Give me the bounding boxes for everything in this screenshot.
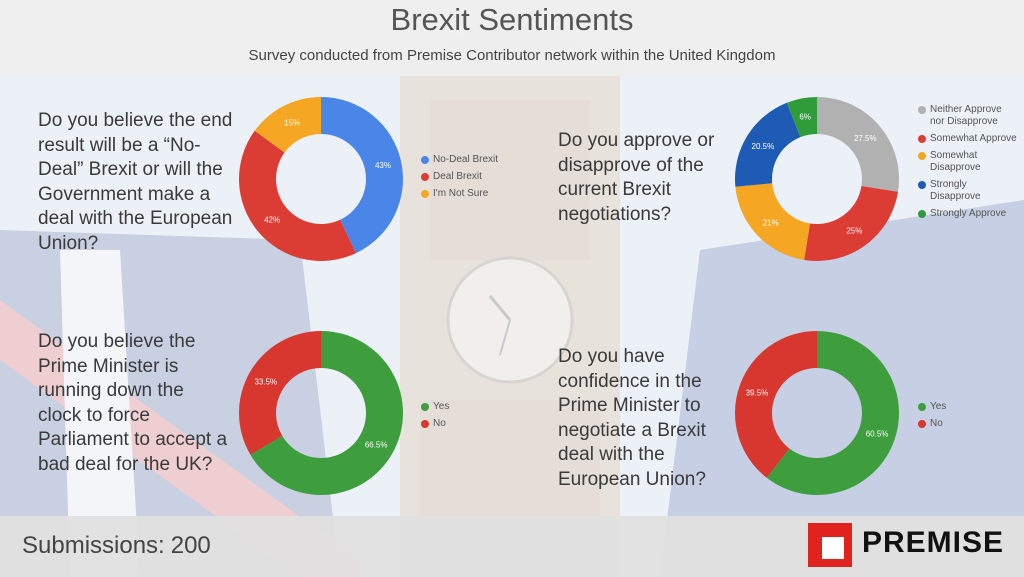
legend-item: Strongly Disapprove [918, 179, 1018, 203]
legend-item: Somewhat Disapprove [918, 150, 1018, 174]
legend-swatch [421, 190, 429, 198]
legend-1: No-Deal Brexit Deal Brexit I'm Not Sure [421, 154, 521, 205]
legend-item: I'm Not Sure [421, 188, 521, 200]
donut-chart-2: 27.5% 25% 21% 20.5% 6% [734, 96, 900, 267]
slice-data-label: 42% [264, 215, 280, 224]
donut-slice-no [239, 331, 321, 455]
donut-slice-yes [766, 331, 899, 495]
legend-label: No [930, 418, 943, 429]
donut-chart-1: 43% 42% 15% [238, 96, 404, 267]
legend-item: No-Deal Brexit [421, 154, 521, 166]
legend-label: I'm Not Sure [433, 188, 489, 199]
legend-label: Neither Approve nor Disapprove [930, 104, 1002, 127]
legend-item: Strongly Approve [918, 208, 1018, 220]
page-subtitle: Survey conducted from Premise Contributo… [248, 47, 776, 64]
question-1: Do you believe the end result will be a … [38, 110, 233, 254]
footer-bar: Submissions: 200 [0, 516, 1024, 577]
legend-swatch [421, 173, 429, 181]
slice-data-label: 27.5% [854, 134, 877, 143]
donut-slice-no-deal-brexit [321, 97, 403, 254]
legend-label: No-Deal Brexit [433, 154, 499, 165]
legend-swatch [918, 181, 926, 189]
donut-slice-no [735, 331, 817, 478]
donut-slice-strongly-disapprove [735, 102, 801, 187]
page-title: Brexit Sentiments [390, 2, 634, 37]
legend-label: No [433, 418, 446, 429]
legend-swatch [918, 420, 926, 428]
legend-item: Yes [421, 401, 521, 413]
submissions-count: Submissions: 200 [22, 532, 211, 560]
legend-swatch [918, 210, 926, 218]
legend-item: Somewhat Approve [918, 133, 1018, 145]
slice-data-label: 15% [284, 118, 300, 127]
legend-label: Somewhat Approve [930, 133, 1017, 144]
slice-data-label: 39.5% [746, 388, 769, 397]
slice-data-label: 25% [846, 226, 862, 235]
slice-data-label: 21% [763, 218, 779, 227]
legend-swatch [918, 135, 926, 143]
legend-item: Neither Approve nor Disapprove [918, 104, 1018, 128]
legend-2: Neither Approve nor Disapprove Somewhat A… [918, 104, 1018, 225]
question-4: Do you have confidence in the Prime Mini… [558, 346, 706, 490]
donut-slice-neither-approve-nor-disapprove [817, 97, 899, 192]
legend-swatch [421, 403, 429, 411]
donut-slice-somewhat-approve [804, 186, 898, 261]
donut-chart-3: 66.5% 33.5% [238, 330, 404, 501]
legend-swatch [918, 403, 926, 411]
legend-4: Yes No [918, 401, 1018, 435]
premise-logo-icon [808, 523, 852, 567]
slice-data-label: 60.5% [866, 430, 889, 439]
legend-swatch [918, 106, 926, 114]
question-2: Do you approve or disapprove of the curr… [558, 130, 715, 225]
submissions-value: 200 [170, 532, 211, 559]
slice-data-label: 43% [375, 161, 391, 170]
legend-label: Yes [930, 401, 947, 412]
question-3: Do you believe the Prime Minister is run… [38, 331, 228, 475]
donut-slice-somewhat-disapprove [735, 183, 810, 260]
donut-slice-yes [250, 331, 403, 495]
legend-item: No [421, 418, 521, 430]
legend-label: Deal Brexit [433, 171, 482, 182]
header-bar: Brexit Sentiments Survey conducted from … [0, 0, 1024, 76]
slice-data-label: 6% [799, 113, 811, 122]
legend-label: Somewhat Disapprove [930, 150, 981, 173]
legend-label: Strongly Disapprove [930, 179, 981, 202]
slice-data-label: 66.5% [365, 440, 388, 449]
legend-item: Deal Brexit [421, 171, 521, 183]
legend-swatch [421, 420, 429, 428]
legend-label: Strongly Approve [930, 208, 1007, 219]
donut-slice-strongly-approve [786, 97, 817, 138]
donut-slice-deal-brexit [239, 130, 356, 261]
legend-swatch [918, 152, 926, 160]
slice-data-label: 20.5% [752, 142, 775, 151]
legend-swatch [421, 156, 429, 164]
legend-item: Yes [918, 401, 1018, 413]
legend-3: Yes No [421, 401, 521, 435]
legend-label: Yes [433, 401, 450, 412]
premise-logo-text: PREMISE [862, 526, 1005, 559]
donut-slice-i-m-not-sure [254, 97, 321, 153]
submissions-label: Submissions: [22, 532, 165, 559]
slice-data-label: 33.5% [254, 378, 277, 387]
donut-chart-4: 60.5% 39.5% [734, 330, 900, 501]
legend-item: No [918, 418, 1018, 430]
